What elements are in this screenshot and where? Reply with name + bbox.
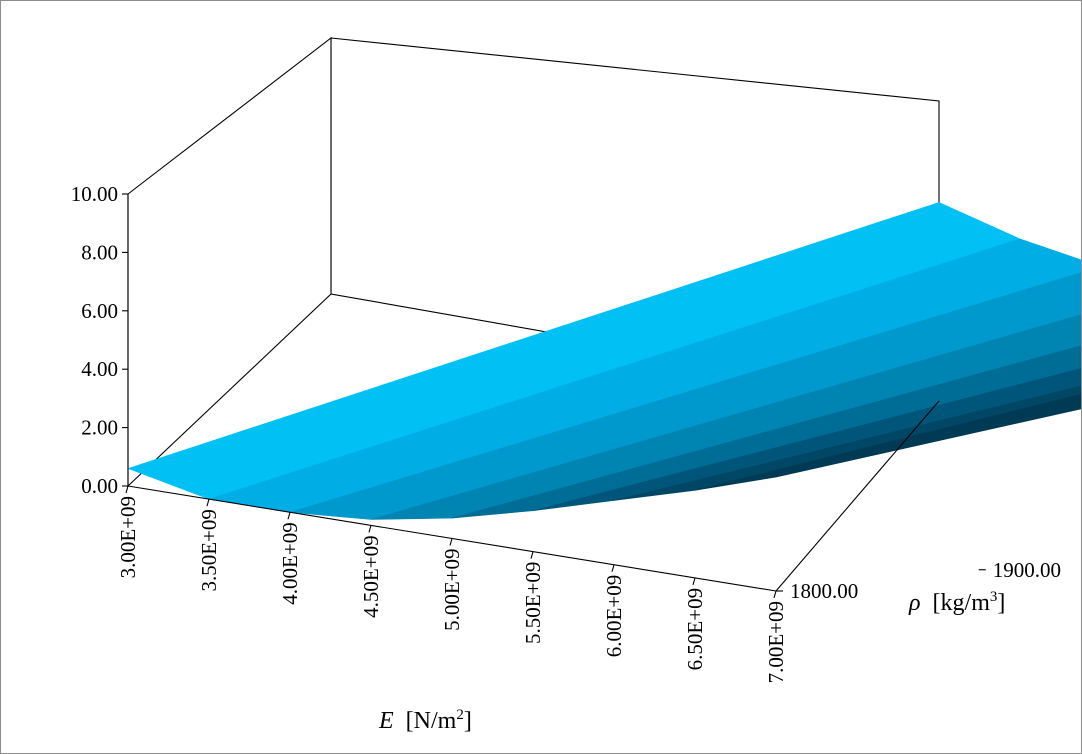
- z-tick-label: 6.00: [81, 299, 118, 323]
- x-tick-mark: [125, 485, 129, 494]
- x-tick-mark: [449, 538, 453, 546]
- depth-tick-label: 1900.00: [993, 558, 1061, 582]
- surface-band-6: [532, 368, 1081, 511]
- surface-band-4: [370, 314, 1081, 520]
- x-tick-mark: [206, 498, 210, 507]
- depth-axis-unit: [kg/m: [933, 590, 991, 616]
- x-axis-unit: [N/m: [406, 708, 457, 734]
- x-tick-label: 3.50E+09: [197, 509, 221, 591]
- surface-band-7: [613, 385, 1081, 501]
- z-tick-label: 8.00: [81, 240, 118, 264]
- x-tick-label: 4.00E+09: [278, 522, 302, 604]
- x-axis-symbol: E: [378, 708, 394, 734]
- x-tick-label: 4.50E+09: [359, 535, 383, 617]
- x-tick-mark: [773, 590, 777, 599]
- x-tick-label: 7.00E+09: [764, 601, 788, 683]
- x-tick-mark: [287, 512, 291, 520]
- x-tick-label: 5.50E+09: [521, 562, 545, 644]
- surface-band-3: [289, 272, 1081, 520]
- depth-axis-unit-close: ]: [997, 590, 1005, 616]
- surface-band-8: [694, 393, 1081, 491]
- z-tick-label: 2.00: [81, 416, 118, 440]
- surface: [127, 202, 1081, 520]
- depth-tick-label: 1800.00: [790, 579, 858, 603]
- x-tick-mark: [368, 525, 372, 533]
- x-tick-label: 5.00E+09: [440, 549, 464, 631]
- x-tick-mark: [530, 551, 534, 559]
- z-tick-label: 0.00: [81, 474, 118, 498]
- depth-axis-title: ρ [kg/m3]: [908, 589, 1005, 616]
- x-axis-ticks: 3.00E+09 3.50E+09 4.00E+09 4.50E+09 5.00E+09…: [116, 485, 788, 683]
- z-tick-label: 4.00: [81, 357, 118, 381]
- depth-axis-line: [775, 400, 940, 592]
- depth-axis-symbol: ρ: [908, 590, 921, 616]
- x-tick-label: 6.00E+09: [602, 575, 626, 657]
- z-axis-ticks: 0.00 2.00 4.00 6.00 8.00 10.00: [71, 182, 128, 498]
- x-axis-unit-close: ]: [464, 708, 472, 734]
- z-tick-label: 10.00: [71, 182, 118, 206]
- x-axis-unit-exp: 2: [456, 707, 464, 723]
- x-tick-mark: [611, 564, 615, 572]
- depth-axis-unit-exp: 3: [990, 589, 998, 605]
- x-tick-label: 3.00E+09: [116, 496, 140, 578]
- x-axis-title: E [N/m2]: [378, 707, 472, 734]
- x-tick-mark: [692, 577, 696, 586]
- surface-band-5: [451, 345, 1081, 519]
- x-tick-label: 6.50E+09: [683, 588, 707, 670]
